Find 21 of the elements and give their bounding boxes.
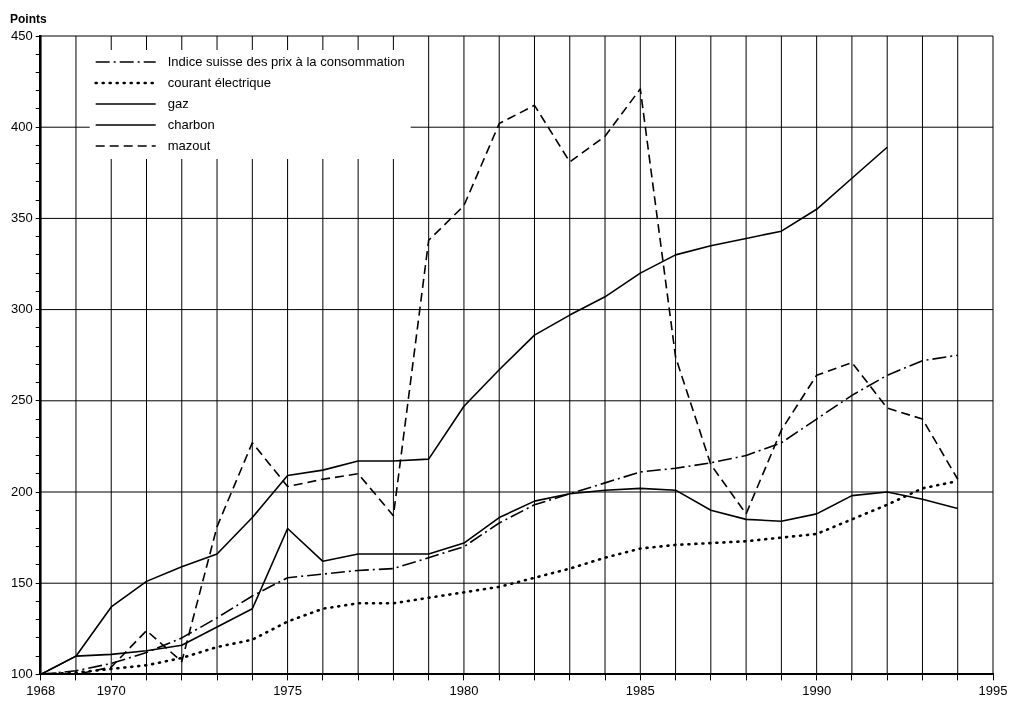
y-tick-label: 350 <box>10 209 33 225</box>
y-tick-label: 250 <box>10 392 33 408</box>
y-tick-label: 200 <box>10 483 33 499</box>
legend-label: gaz <box>167 95 189 111</box>
legend-label: Indice suisse des prix à la consommation <box>167 53 405 69</box>
x-tick-label: 1995 <box>978 682 1008 698</box>
legend-label: mazout <box>167 137 211 153</box>
x-tick-label: 1968 <box>26 682 56 698</box>
y-tick-label: 450 <box>10 27 33 43</box>
y-tick-label: 400 <box>10 118 33 134</box>
y-tick-label: 100 <box>10 665 33 681</box>
x-tick-label: 1990 <box>802 682 832 698</box>
y-axis-title: Points <box>10 12 47 27</box>
x-tick-label: 1980 <box>449 682 479 698</box>
x-tick-label: 1970 <box>96 682 126 698</box>
legend-label: courant électrique <box>167 74 272 90</box>
x-tick-label: 1975 <box>273 682 303 698</box>
y-tick-label: 150 <box>10 574 33 590</box>
x-tick-label: 1985 <box>625 682 655 698</box>
y-tick-label: 300 <box>10 301 33 317</box>
legend-label: charbon <box>167 116 215 132</box>
